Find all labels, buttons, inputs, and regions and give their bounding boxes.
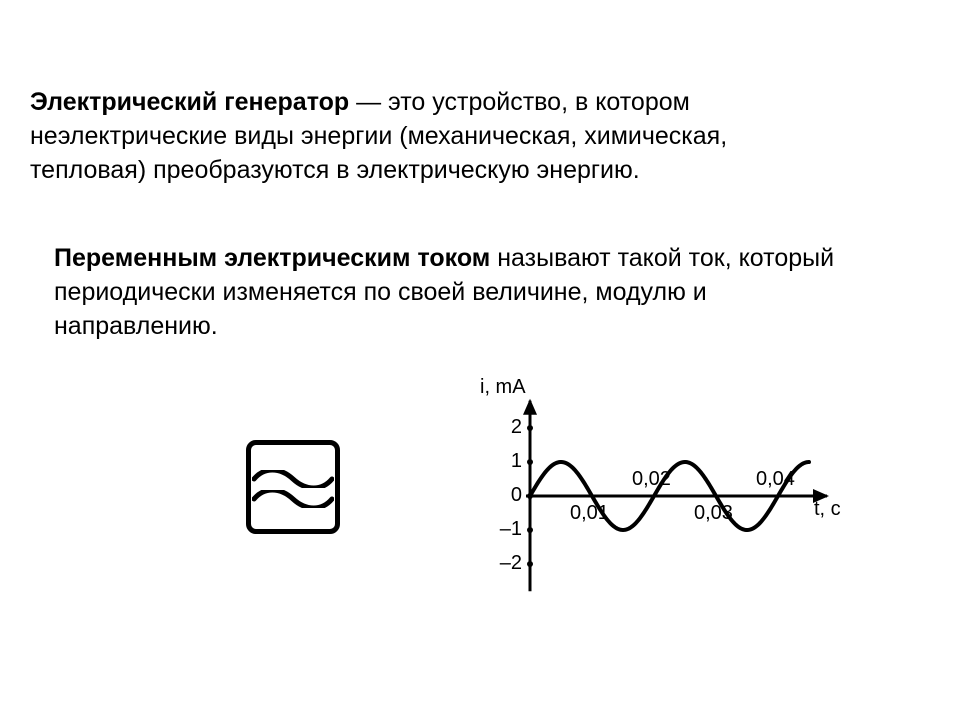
x-tick: 0,03 bbox=[694, 502, 733, 525]
y-tick: 0 bbox=[496, 484, 522, 507]
term-generator: Электрический генератор bbox=[30, 88, 349, 116]
slide: Электрический генератор — это устройство… bbox=[0, 0, 960, 720]
y-axis-label: i, mA bbox=[480, 376, 526, 399]
sine-chart-svg bbox=[478, 376, 848, 606]
y-tick: 2 bbox=[496, 416, 522, 439]
paragraph-generator-def: Электрический генератор — это устройство… bbox=[30, 86, 850, 187]
sine-chart: i, mA t, c 2 1 0 –1 –2 0,01 0,02 0,03 0,04 bbox=[478, 376, 848, 606]
x-tick: 0,02 bbox=[632, 468, 671, 491]
x-axis-label: t, c bbox=[814, 498, 841, 521]
ac-symbol-icon bbox=[238, 432, 348, 542]
term-ac: Переменным электрическим током bbox=[54, 244, 490, 272]
y-tick: –1 bbox=[496, 518, 522, 541]
y-tick: 1 bbox=[496, 450, 522, 473]
ac-wave-top-icon bbox=[252, 470, 334, 488]
ac-wave-bottom-icon bbox=[252, 490, 334, 508]
x-tick: 0,01 bbox=[570, 502, 609, 525]
x-tick: 0,04 bbox=[756, 468, 795, 491]
y-tick: –2 bbox=[496, 552, 522, 575]
paragraph-ac-def: Переменным электрическим током называют … bbox=[54, 242, 854, 343]
